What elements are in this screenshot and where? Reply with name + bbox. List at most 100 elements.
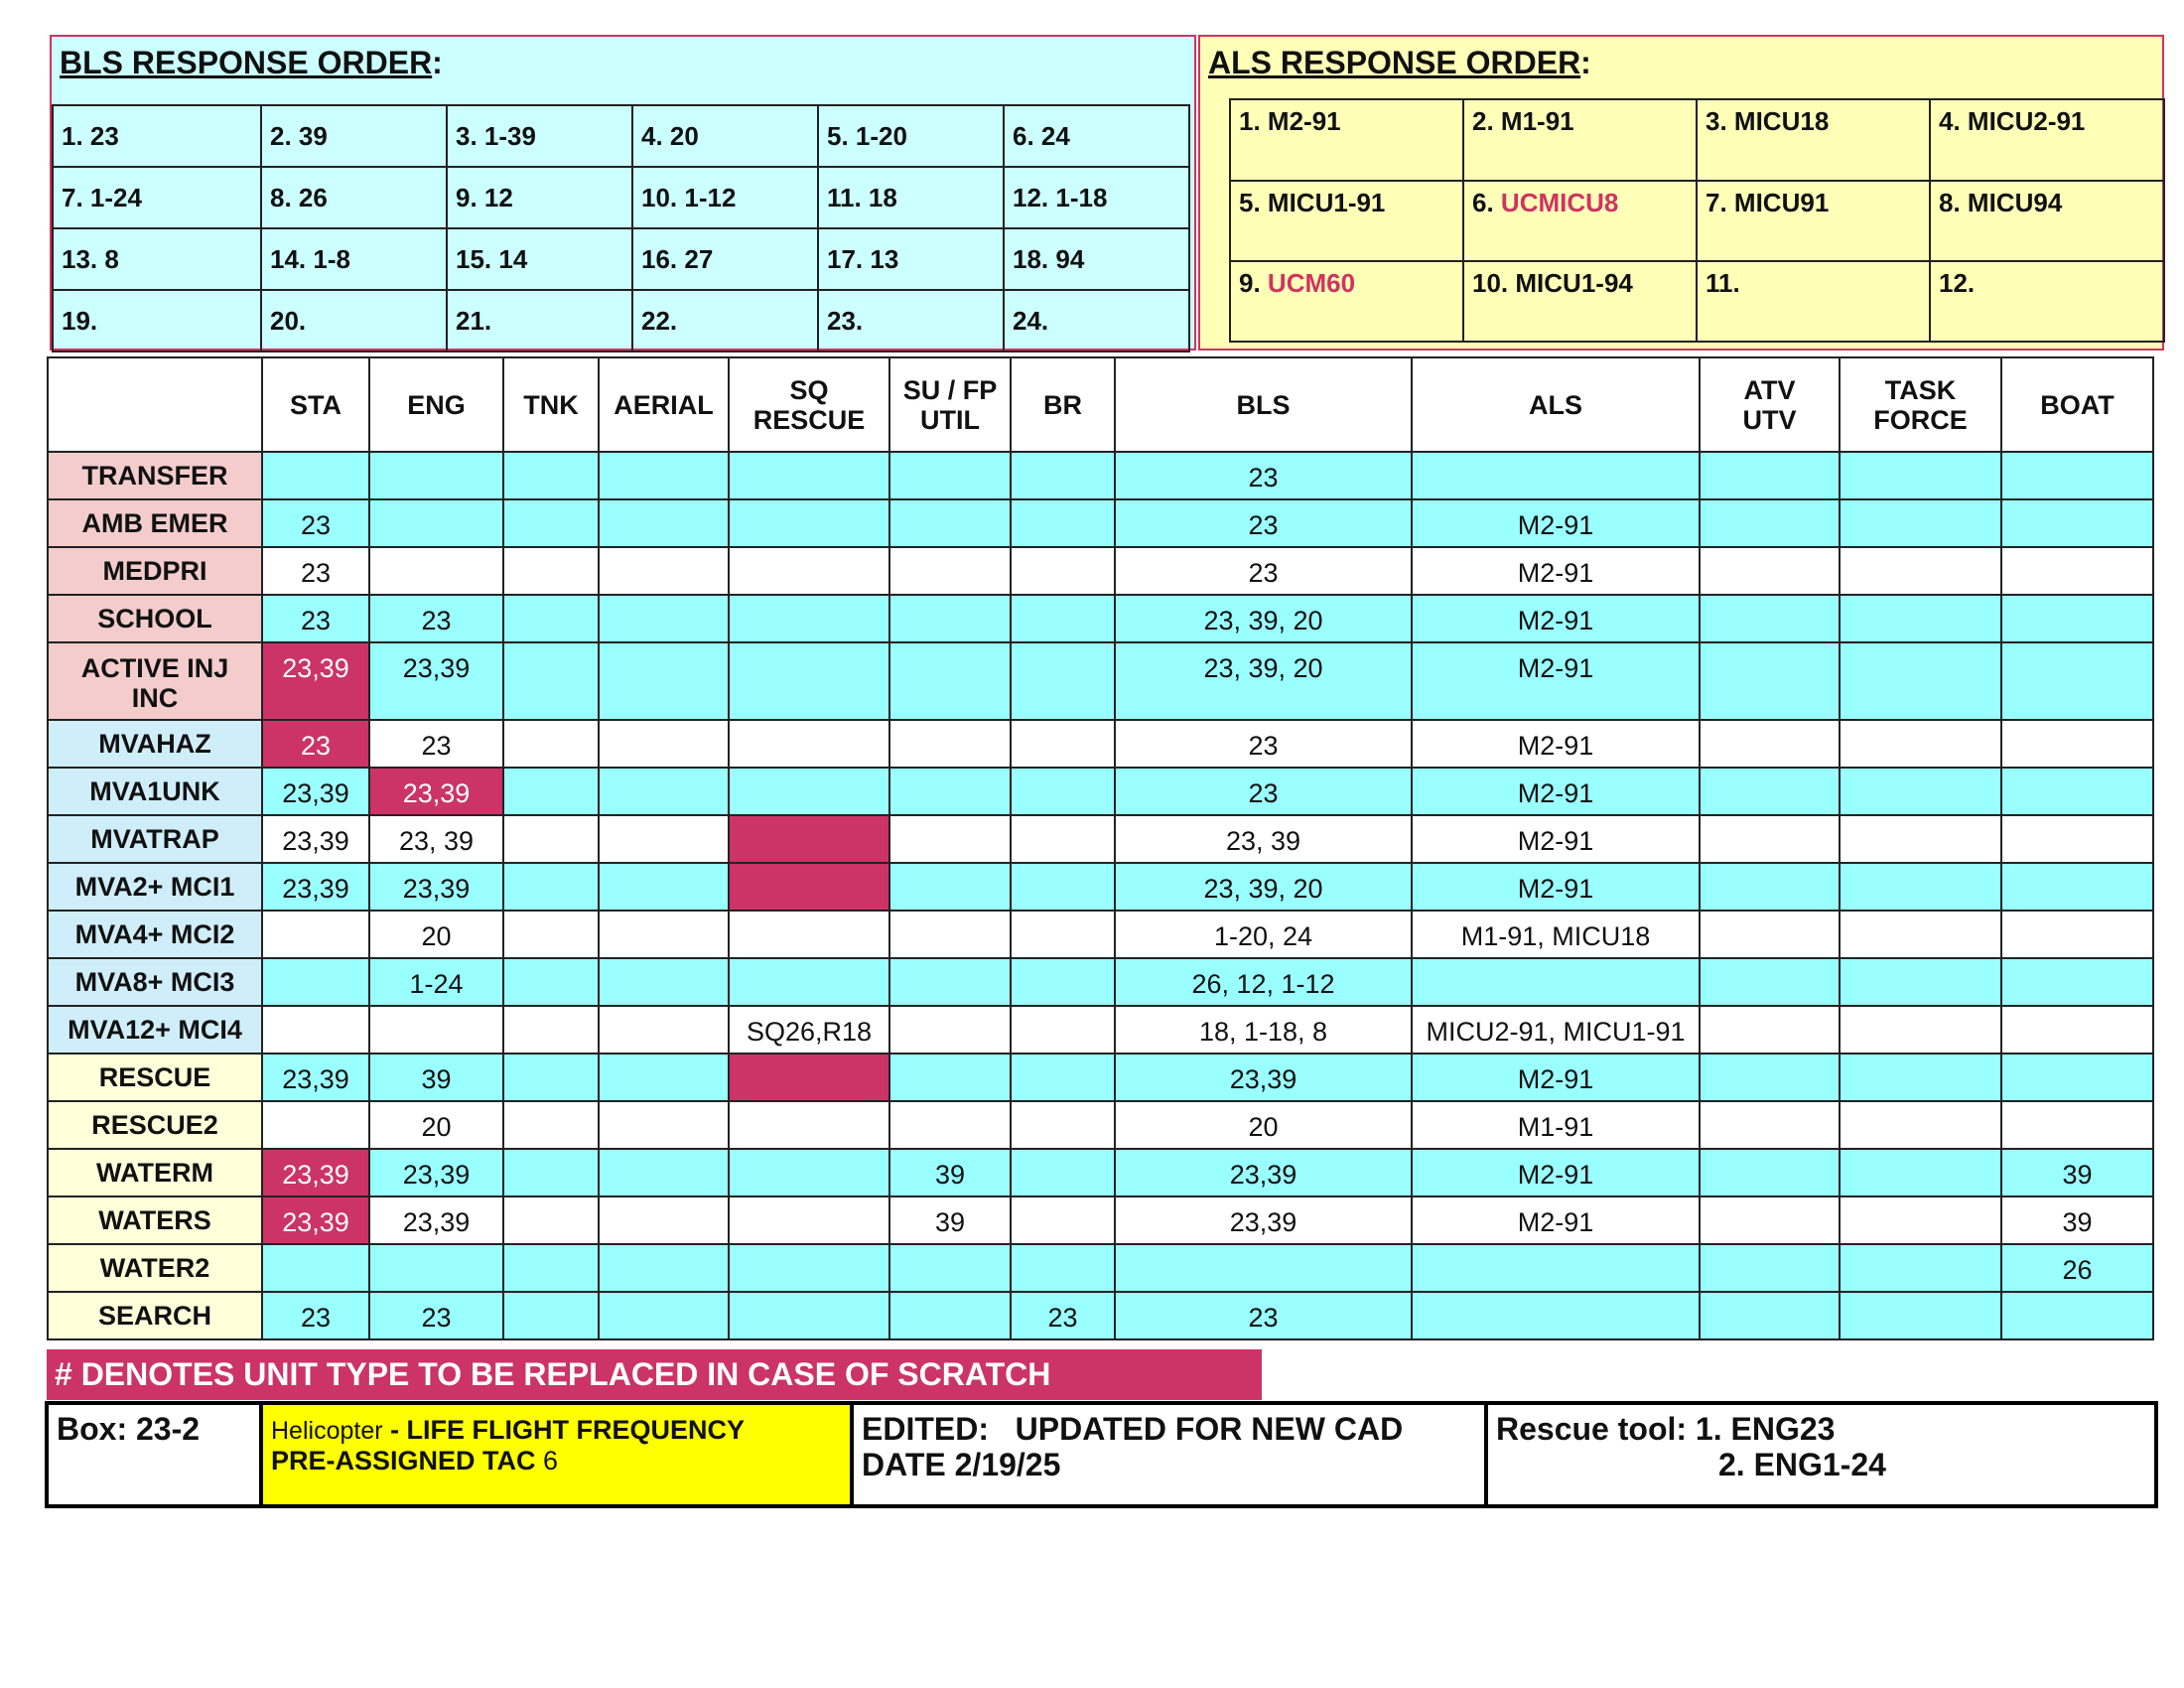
- als-cell: 2. M1-91: [1462, 98, 1698, 182]
- als-cell: 12.: [1929, 260, 2165, 343]
- table-cell: [728, 767, 890, 816]
- als-row: 1. M2-91 2. M1-91 3. MICU18 4. MICU2-91: [1229, 98, 2165, 182]
- bls-cell: 18. 94: [1003, 227, 1190, 291]
- table-cell: [1699, 719, 1841, 769]
- column-header: STA: [261, 356, 370, 453]
- bls-cell: 1. 23: [52, 104, 262, 168]
- als-cell: 5. MICU1-91: [1229, 180, 1464, 262]
- table-cell: [502, 1053, 600, 1102]
- table-cell: [1699, 451, 1841, 500]
- table-cell: [502, 1100, 600, 1150]
- table-cell: [1411, 1243, 1701, 1293]
- table-row: RESCUE 23,39 39 23,39 M2-91: [47, 1053, 2154, 1102]
- text-line: SQ: [789, 374, 829, 405]
- als-row: 9. UCM60 10. MICU1-94 11. 12.: [1229, 260, 2165, 343]
- text-line: INC: [131, 683, 179, 713]
- table-cell: [1010, 862, 1116, 912]
- row-label: MVATRAP: [47, 814, 263, 864]
- table-cell: M1-91, MICU18: [1411, 910, 1701, 959]
- table-cell: [1699, 767, 1841, 816]
- table-cell: 39: [2000, 1196, 2154, 1245]
- table-cell: [1839, 1005, 2002, 1055]
- table-cell: [888, 862, 1012, 912]
- table-cell: [1010, 1196, 1116, 1245]
- table-cell: MICU2-91, MICU1-91: [1411, 1005, 1701, 1055]
- bls-row: 7. 1-24 8. 26 9. 12 10. 1-12 11. 18 12. 1-18: [52, 166, 1190, 229]
- table-cell: SQ26,R18: [728, 1005, 890, 1055]
- row-label: TRANSFER: [47, 451, 263, 500]
- table-cell: 23,39: [368, 767, 504, 816]
- edited-line: EDITED: UPDATED FOR NEW CAD: [862, 1411, 1404, 1447]
- table-cell: [888, 1291, 1012, 1340]
- table-cell: M2-91: [1411, 1148, 1701, 1197]
- als-number: 9.: [1239, 268, 1261, 298]
- table-cell: 23: [261, 719, 370, 769]
- bls-row: 1. 23 2. 39 3. 1-39 4. 20 5. 1-20 6. 24: [52, 104, 1190, 168]
- table-cell: [502, 594, 600, 643]
- bls-cell: 12. 1-18: [1003, 166, 1190, 229]
- als-number: 1.: [1239, 106, 1261, 136]
- bls-cell: 6. 24: [1003, 104, 1190, 168]
- table-cell: [1699, 641, 1841, 721]
- table-cell: M2-91: [1411, 1053, 1701, 1102]
- row-label: MVA4+ MCI2: [47, 910, 263, 959]
- table-cell: [502, 451, 600, 500]
- column-header: SQ RESCUE: [728, 356, 890, 453]
- table-cell: [2000, 957, 2154, 1007]
- table-cell: [502, 767, 600, 816]
- table-row: RESCUE2 20 20 M1-91: [47, 1100, 2154, 1150]
- table-row: MEDPRI 23 23 M2-91: [47, 546, 2154, 596]
- column-header: BR: [1010, 356, 1116, 453]
- table-cell: [502, 1243, 600, 1293]
- table-cell: 23, 39, 20: [1114, 862, 1413, 912]
- column-header: BOAT: [2000, 356, 2154, 453]
- text-line: UTIL: [920, 404, 980, 435]
- table-cell: 23: [1114, 451, 1413, 500]
- bls-cell: 15. 14: [446, 227, 633, 291]
- table-cell: 23,39: [1114, 1196, 1413, 1245]
- rescue-tool-line: 2. ENG1-24: [1718, 1447, 1886, 1482]
- table-cell: [1010, 594, 1116, 643]
- column-header: ENG: [368, 356, 504, 453]
- table-cell: [728, 910, 890, 959]
- row-label: MVA12+ MCI4: [47, 1005, 263, 1055]
- table-cell: 23: [368, 719, 504, 769]
- bls-cell: 2. 39: [260, 104, 448, 168]
- table-cell: [728, 719, 890, 769]
- table-cell: 23: [1114, 498, 1413, 548]
- table-cell: [598, 719, 730, 769]
- table-cell: [1839, 641, 2002, 721]
- table-cell: [598, 1005, 730, 1055]
- table-cell: [1699, 1005, 1841, 1055]
- als-row: 5. MICU1-91 6. UCMICU8 7. MICU91 8. MICU94: [1229, 180, 2165, 262]
- table-cell: [261, 1005, 370, 1055]
- table-cell: [1699, 910, 1841, 959]
- table-cell: 20: [368, 910, 504, 959]
- table-cell: [502, 1148, 600, 1197]
- als-cell: 1. M2-91: [1229, 98, 1464, 182]
- table-cell: 23: [1114, 1291, 1413, 1340]
- table-cell: [2000, 594, 2154, 643]
- table-cell: 23, 39, 20: [1114, 641, 1413, 721]
- table-cell: [888, 910, 1012, 959]
- table-cell: [1010, 957, 1116, 1007]
- table-cell: [261, 1243, 370, 1293]
- bls-cell: 4. 20: [631, 104, 819, 168]
- bls-cell: 7. 1-24: [52, 166, 262, 229]
- table-cell: [1411, 1291, 1701, 1340]
- table-cell: [888, 594, 1012, 643]
- table-cell: [888, 814, 1012, 864]
- table-cell: [502, 814, 600, 864]
- table-cell: [1839, 910, 2002, 959]
- table-cell: 18, 1-18, 8: [1114, 1005, 1413, 1055]
- bls-cell: 17. 13: [817, 227, 1005, 291]
- bls-cell: 11. 18: [817, 166, 1005, 229]
- als-panel: ALS RESPONSE ORDER: 1. M2-91 2. M1-91 3. M…: [1198, 35, 2165, 351]
- footer-table: Box: 23-2 Helicopter - LIFE FLIGHT FREQU…: [45, 1401, 2158, 1508]
- table-cell: 1-20, 24: [1114, 910, 1413, 959]
- bls-cell: 13. 8: [52, 227, 262, 291]
- table-row: AMB EMER 23 23 M2-91: [47, 498, 2154, 548]
- table-cell: 23,39: [1114, 1148, 1413, 1197]
- als-number: 3.: [1706, 106, 1727, 136]
